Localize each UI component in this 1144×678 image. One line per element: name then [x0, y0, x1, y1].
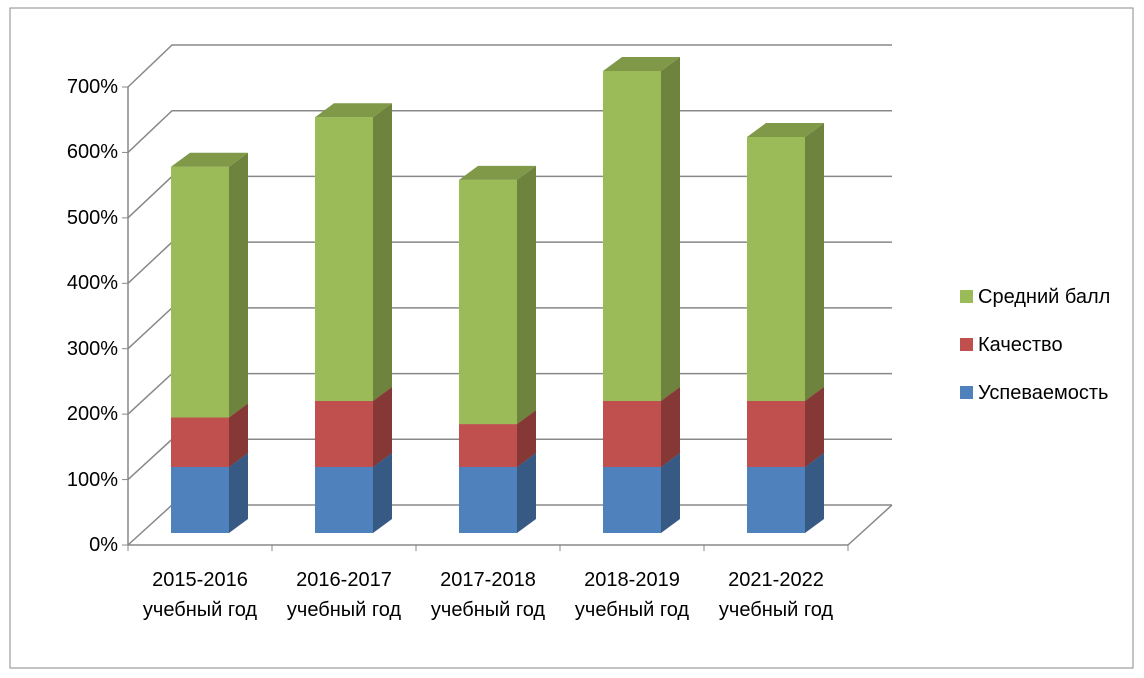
- bar-side: [661, 387, 680, 467]
- grid-line: [127, 44, 892, 88]
- y-tick-label: 200%: [66, 403, 118, 426]
- x-tick-label: 2021-2022 учебный год: [718, 569, 834, 621]
- bar-side: [229, 453, 248, 533]
- legend-label: Успеваемость: [978, 382, 1109, 404]
- bar: [315, 117, 373, 401]
- bar: [315, 467, 373, 533]
- y-tick-label: 600%: [66, 141, 118, 164]
- bar-side: [229, 152, 248, 418]
- legend-swatch: [960, 386, 973, 399]
- bar-side: [517, 165, 536, 425]
- bar: [459, 467, 517, 533]
- bar-top: [315, 103, 392, 118]
- floor-edge: [847, 504, 893, 546]
- y-tick-label: 500%: [66, 206, 118, 229]
- bar-side: [661, 57, 680, 401]
- bar: [171, 467, 229, 533]
- bar: [315, 401, 373, 467]
- y-tick-label: 700%: [66, 76, 118, 98]
- legend-swatch: [960, 338, 973, 351]
- legend-label: Средний балл: [978, 286, 1111, 308]
- bar: [747, 401, 805, 467]
- y-tick-label: 300%: [66, 337, 118, 360]
- bar-top: [459, 165, 536, 180]
- bar: [603, 401, 661, 467]
- bar: [459, 179, 517, 425]
- y-tick-label: 100%: [66, 468, 118, 491]
- bar-top: [747, 123, 824, 137]
- bar: [459, 424, 517, 467]
- frame: [9, 7, 1134, 669]
- legend-label: Качество: [978, 334, 1063, 356]
- bar-side: [661, 453, 680, 533]
- bar-side: [373, 387, 392, 467]
- bar: [171, 417, 229, 467]
- x-tick-label: 2017-2018 учебный год: [430, 569, 546, 621]
- bar-side: [805, 123, 824, 401]
- y-tick-label: 400%: [66, 272, 118, 295]
- bar-top: [171, 152, 248, 167]
- x-tick-label: 2015-2016 учебный год: [142, 569, 258, 621]
- legend-swatch: [960, 290, 973, 303]
- x-tick-label: 2018-2019 учебный год: [574, 569, 690, 621]
- bar-side: [373, 103, 392, 401]
- bar: [171, 166, 229, 418]
- bar-top: [603, 57, 680, 71]
- x-tick-label: 2016-2017 учебный год: [286, 569, 402, 621]
- bar-side: [805, 387, 824, 467]
- bar-side: [805, 453, 824, 533]
- y-tick-label: 0%: [89, 534, 118, 556]
- bar-side: [517, 453, 536, 533]
- bar: [603, 467, 661, 533]
- bar-side: [373, 453, 392, 533]
- bar-side: [517, 410, 536, 467]
- bar: [747, 137, 805, 401]
- bar: [747, 467, 805, 533]
- bar-side: [229, 403, 248, 467]
- bar: [603, 71, 661, 401]
